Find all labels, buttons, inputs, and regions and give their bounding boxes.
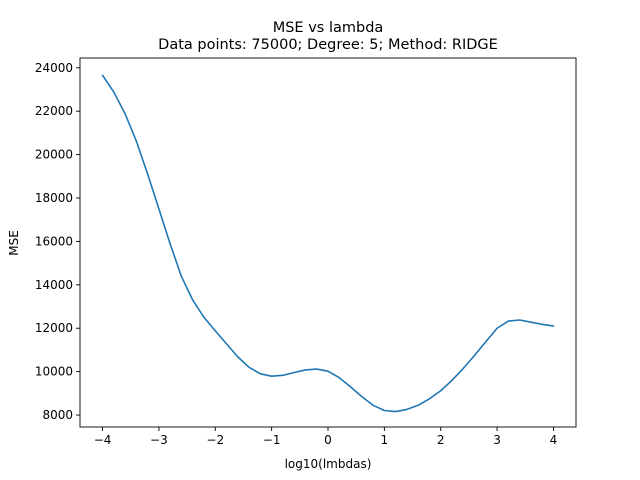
x-tick-label: 2 — [437, 433, 445, 447]
y-tick-label: 14000 — [35, 278, 73, 292]
y-tick-label: 8000 — [42, 408, 73, 422]
x-axis-label: log10(lmbdas) — [285, 457, 372, 471]
y-tick-label: 16000 — [35, 234, 73, 248]
x-tick-label: 0 — [324, 433, 332, 447]
x-tick-label: 3 — [493, 433, 501, 447]
y-axis-label: MSE — [7, 230, 21, 256]
y-tick-label: 12000 — [35, 321, 73, 335]
y-tick-label: 22000 — [35, 104, 73, 118]
y-tick-label: 18000 — [35, 191, 73, 205]
x-tick-label: −1 — [263, 433, 281, 447]
y-tick-label: 10000 — [35, 365, 73, 379]
x-tick-label: 4 — [550, 433, 558, 447]
plot-area: −4 −3 −2 −1 0 1 2 3 4 8000 10000 12000 14000 16000 180… — [35, 57, 577, 447]
y-tick-label: 20000 — [35, 148, 73, 162]
chart-title: MSE vs lambda — [273, 20, 384, 36]
x-tick-label: −4 — [94, 433, 112, 447]
x-tick-label: −3 — [150, 433, 168, 447]
y-tick-label: 24000 — [35, 61, 73, 75]
x-tick-label: −2 — [206, 433, 224, 447]
x-tick-label: 1 — [381, 433, 389, 447]
series-line-0 — [101, 74, 555, 413]
chart-subtitle: Data points: 75000; Degree: 5; Method: R… — [158, 37, 498, 53]
